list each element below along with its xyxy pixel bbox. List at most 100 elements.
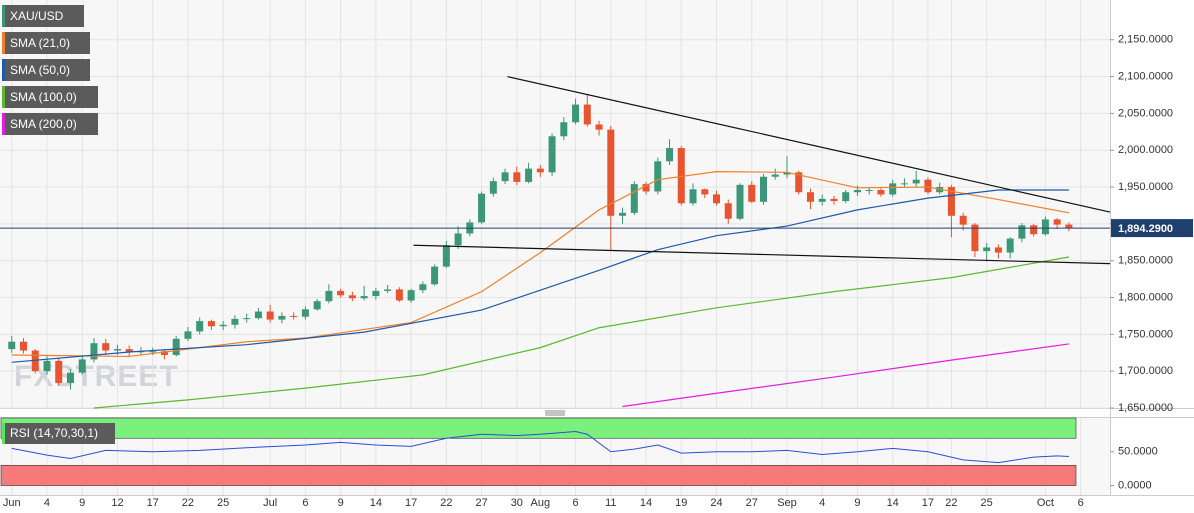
legend-swatch — [2, 86, 5, 108]
candle-body — [172, 338, 180, 355]
candle-body — [724, 203, 732, 219]
candle-body — [1030, 225, 1038, 235]
candle-body — [994, 247, 1002, 253]
candle-body — [607, 129, 615, 216]
legend-swatch — [2, 423, 5, 444]
y-tick-label: 1,950.0000 — [1118, 181, 1173, 193]
candle-body — [959, 215, 967, 225]
legend-swatch — [2, 32, 5, 54]
price-label-box — [1111, 219, 1193, 238]
candle-body — [231, 318, 239, 325]
legend-label: SMA (50,0) — [10, 63, 70, 77]
sma-line — [11, 170, 1070, 358]
candle-body — [771, 174, 779, 177]
candle-body — [1041, 219, 1049, 235]
legend-label: RSI (14,70,30,1) — [10, 426, 98, 440]
x-tick-label: 27 — [475, 497, 487, 509]
candle-body — [713, 194, 721, 204]
y-tick-label: 2,100.0000 — [1118, 70, 1173, 82]
legend-box — [2, 423, 115, 444]
resize-handle[interactable] — [545, 410, 565, 416]
x-tick-label: 4 — [44, 497, 50, 509]
sma-line — [11, 189, 1069, 363]
candle-body — [701, 189, 709, 195]
y-tick-label: 2,000.0000 — [1118, 144, 1173, 156]
candle-body — [489, 181, 497, 194]
candle-body — [501, 172, 509, 182]
watermark: FXSTREET — [14, 360, 179, 393]
candle-body — [642, 184, 650, 192]
y-tick-label: 2,150.0000 — [1118, 34, 1173, 46]
candle-body — [865, 190, 873, 192]
candle-body — [759, 176, 767, 202]
y-tick-label: 1,650.0000 — [1118, 402, 1173, 414]
candle-body — [525, 168, 533, 182]
rsi-line — [11, 431, 1069, 464]
candle-body — [536, 168, 544, 173]
candle-body — [325, 290, 333, 302]
x-tick-label: 17 — [147, 497, 159, 509]
candle-body — [55, 360, 63, 383]
candle-body — [196, 321, 204, 332]
legend-item[interactable]: SMA (50,0) — [2, 59, 90, 81]
legend-box — [2, 86, 98, 108]
legend-box — [2, 59, 90, 81]
x-tick-label: Aug — [531, 497, 551, 509]
candle-body — [1006, 238, 1014, 253]
x-tick-label: 11 — [605, 497, 616, 509]
candle-body — [384, 289, 392, 291]
x-tick-label: 22 — [440, 497, 452, 509]
candle-body — [830, 198, 838, 202]
candle-body — [125, 349, 133, 353]
x-tick-label: 17 — [405, 497, 417, 509]
candle-body — [243, 318, 251, 320]
legend-label: SMA (100,0) — [10, 90, 77, 104]
x-tick-label: 4 — [819, 497, 825, 509]
candle-body — [90, 343, 98, 360]
candle-body — [853, 190, 861, 193]
y-tick-label: 0.0000 — [1118, 479, 1152, 491]
x-tick-label: 6 — [1078, 497, 1084, 509]
candle-body — [160, 351, 168, 355]
y-tick-label: 1,700.0000 — [1118, 365, 1173, 377]
x-tick-label: 14 — [640, 497, 652, 509]
x-tick-label: 25 — [217, 497, 229, 509]
legend-item[interactable]: SMA (21,0) — [2, 32, 90, 54]
candle-body — [395, 289, 403, 301]
candle-body — [149, 351, 157, 353]
legend-swatch — [2, 5, 5, 27]
candle-body — [407, 290, 415, 301]
sma-line — [93, 256, 1069, 409]
candle-body — [301, 309, 309, 317]
legend-item[interactable]: SMA (100,0) — [2, 86, 98, 108]
candle-body — [431, 266, 439, 285]
y-tick-label: 50.0000 — [1118, 446, 1158, 458]
legend-swatch — [2, 59, 5, 81]
candle-body — [654, 161, 662, 192]
candle-body — [442, 245, 450, 267]
candle-body — [1018, 225, 1026, 239]
candle-body — [583, 104, 591, 125]
candle-body — [348, 295, 356, 299]
candle-body — [1053, 219, 1061, 225]
x-tick-label: 14 — [370, 497, 382, 509]
x-tick-label: 27 — [746, 497, 758, 509]
rsi-band — [0, 464, 1077, 486]
y-tick-label: 1,850.0000 — [1118, 255, 1173, 267]
price-label: 1,894.2900 — [1118, 223, 1173, 235]
trend-line — [507, 76, 1111, 213]
legend-item[interactable]: SMA (200,0) — [2, 113, 98, 135]
trend-line — [413, 244, 1111, 265]
candle-body — [889, 183, 897, 195]
candle-body — [689, 189, 697, 204]
legend-box — [2, 5, 84, 27]
legend-item[interactable]: RSI (14,70,30,1) — [2, 423, 115, 444]
candle-body — [595, 124, 603, 130]
x-tick-label: 22 — [182, 497, 194, 509]
candle-body — [842, 192, 850, 202]
legend-item[interactable]: XAU/USD — [2, 5, 84, 27]
candle-body — [266, 311, 274, 320]
legend-label: XAU/USD — [10, 9, 64, 23]
candle-body — [818, 198, 826, 202]
